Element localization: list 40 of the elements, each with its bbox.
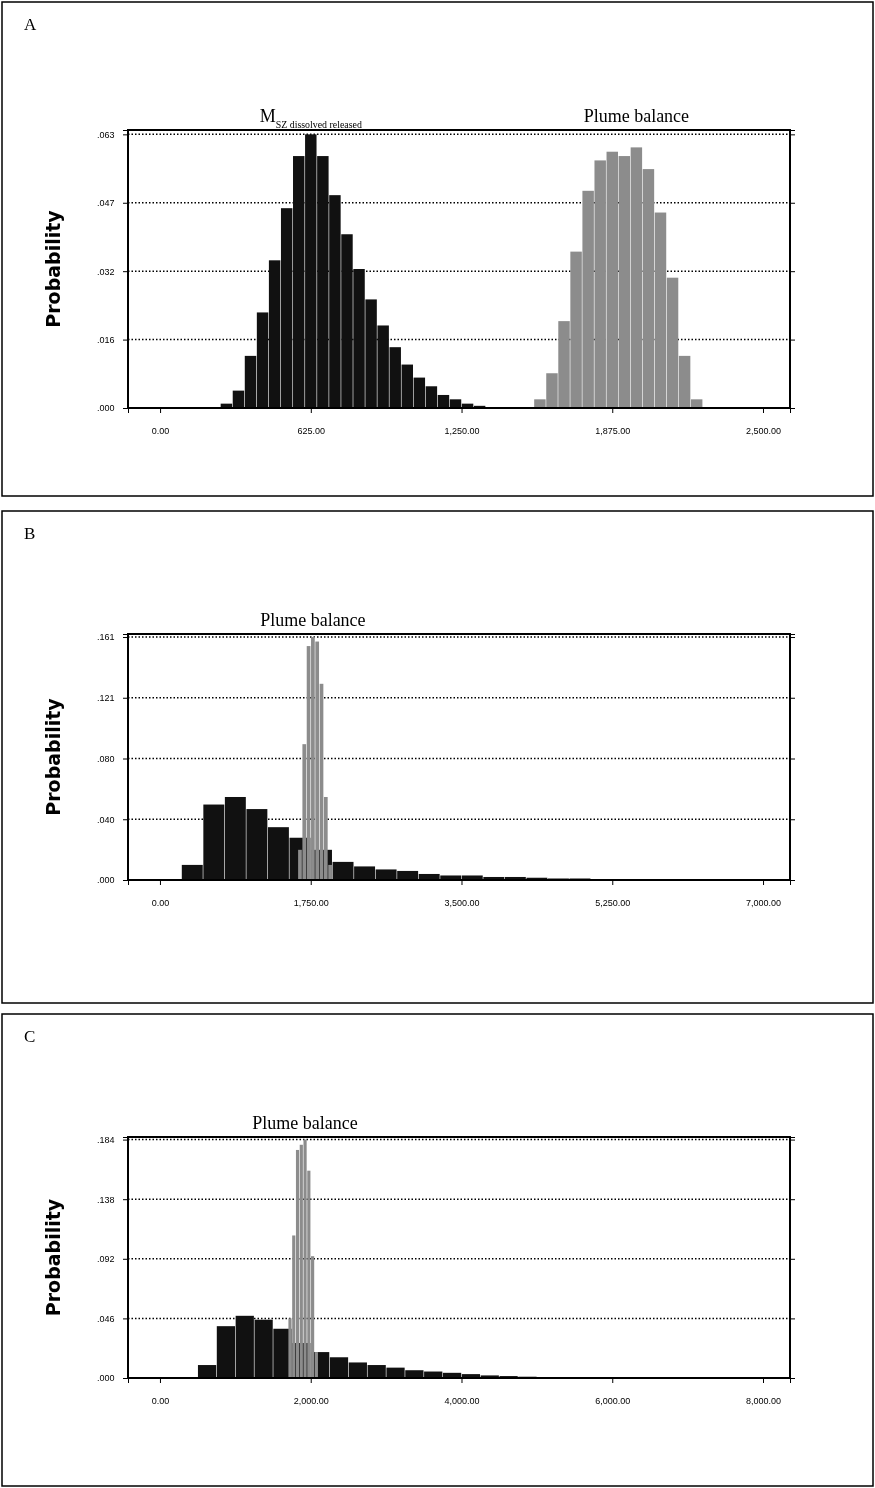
series-label: Plume balance [260, 610, 366, 630]
y-tick-label: .161 [97, 632, 115, 643]
x-tick-label: 2,000.00 [293, 1396, 329, 1406]
x-tick-label: 6,000.00 [595, 1396, 631, 1406]
x-tick-label: 5,250.00 [595, 898, 631, 908]
series-label: Plume balance [252, 1113, 358, 1133]
y-tick-label: .000 [97, 403, 115, 414]
x-tick-label: 1,750.00 [293, 898, 329, 908]
y-tick-label: .046 [97, 1313, 115, 1324]
y-tick-label: .138 [97, 1194, 115, 1205]
x-tick-label: 1,875.00 [595, 426, 631, 436]
x-tick-label: 1,250.00 [444, 426, 480, 436]
y-axis-title: Probability [42, 209, 64, 328]
y-tick-label: .121 [97, 693, 115, 704]
y-tick-label: .184 [97, 1134, 115, 1145]
y-tick-label: .000 [97, 1373, 115, 1384]
y-axis-title: Probability [42, 1198, 64, 1317]
chart-title: B [24, 524, 36, 543]
x-tick-label: 0.00 [151, 426, 170, 436]
x-tick-label: 3,500.00 [444, 898, 480, 908]
x-tick-label: 8,000.00 [745, 1396, 782, 1406]
x-tick-label: 0.00 [151, 898, 170, 908]
x-tick-label: 4,000.00 [444, 1396, 480, 1406]
y-tick-label: .080 [97, 753, 115, 764]
x-tick-label: 7,000.00 [746, 898, 782, 908]
y-tick-label: .092 [97, 1254, 115, 1265]
y-tick-label: .016 [97, 334, 115, 345]
chart-title: C [24, 1027, 36, 1046]
y-tick-label: .047 [97, 198, 115, 209]
x-tick-label: 2,500.00 [745, 426, 782, 436]
y-tick-label: .032 [97, 266, 115, 277]
series-label: Plume balance [583, 106, 690, 126]
y-axis-title: Probability [42, 697, 64, 816]
series-label: M$_{SZ dissolved released}$ [259, 106, 362, 130]
y-tick-label: .063 [97, 129, 115, 140]
y-tick-label: .000 [97, 875, 115, 886]
chart-title: A [24, 15, 37, 34]
y-tick-label: .040 [97, 814, 115, 825]
x-tick-label: 625.00 [297, 426, 326, 436]
x-tick-label: 0.00 [151, 1396, 170, 1406]
